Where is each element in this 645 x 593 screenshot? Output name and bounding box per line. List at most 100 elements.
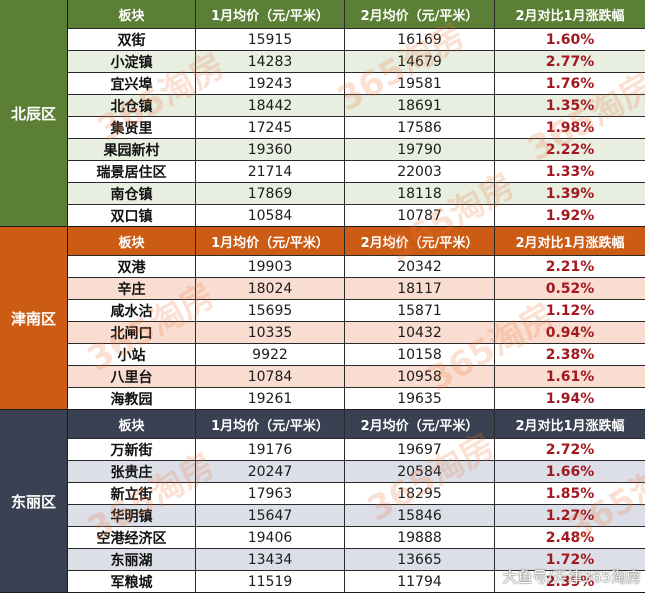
block-name: 集贤里 xyxy=(68,117,196,138)
jan-price: 15695 xyxy=(196,300,345,321)
jan-price: 19176 xyxy=(196,439,345,460)
block-name: 果园新村 xyxy=(68,139,196,160)
table-row: 果园新村 19360 19790 2.22% xyxy=(68,139,645,161)
col-header-change: 2月对比1月涨跌幅 xyxy=(495,227,645,255)
change-pct: 2.21% xyxy=(495,256,645,277)
section-jinnan: 津南区 板块 1月均价（元/平米） 2月均价（元/平米） 2月对比1月涨跌幅 双… xyxy=(0,227,645,410)
block-name: 瑞景居住区 xyxy=(68,161,196,182)
table-row: 海教园 19261 19635 1.94% xyxy=(68,388,645,409)
change-pct: 2.39% xyxy=(495,571,645,592)
feb-price: 18691 xyxy=(345,95,495,116)
block-name: 北闸口 xyxy=(68,322,196,343)
table-row: 八里台 10784 10958 1.61% xyxy=(68,366,645,388)
district-label: 津南区 xyxy=(0,227,68,409)
jan-price: 21714 xyxy=(196,161,345,182)
table-row: 华明镇 15647 15846 1.27% xyxy=(68,505,645,527)
block-name: 东丽湖 xyxy=(68,549,196,570)
feb-price: 13665 xyxy=(345,549,495,570)
col-header-change: 2月对比1月涨跌幅 xyxy=(495,0,645,28)
table-row: 双港 19903 20342 2.21% xyxy=(68,256,645,278)
table-row: 集贤里 17245 17586 1.98% xyxy=(68,117,645,139)
table-row: 空港经济区 19406 19888 2.48% xyxy=(68,527,645,549)
feb-price: 17586 xyxy=(345,117,495,138)
table-row: 辛庄 18024 18117 0.52% xyxy=(68,278,645,300)
feb-price: 18118 xyxy=(345,183,495,204)
change-pct: 1.60% xyxy=(495,29,645,50)
change-pct: 2.38% xyxy=(495,344,645,365)
jan-price: 18024 xyxy=(196,278,345,299)
jan-price: 15915 xyxy=(196,29,345,50)
feb-price: 16169 xyxy=(345,29,495,50)
jan-price: 18442 xyxy=(196,95,345,116)
jan-price: 17869 xyxy=(196,183,345,204)
col-header-feb: 2月均价（元/平米） xyxy=(345,410,495,438)
jan-price: 20247 xyxy=(196,461,345,482)
block-name: 空港经济区 xyxy=(68,527,196,548)
change-pct: 2.72% xyxy=(495,439,645,460)
change-pct: 1.98% xyxy=(495,117,645,138)
change-pct: 1.66% xyxy=(495,461,645,482)
table-row: 瑞景居住区 21714 22003 1.33% xyxy=(68,161,645,183)
change-pct: 1.27% xyxy=(495,505,645,526)
feb-price: 10432 xyxy=(345,322,495,343)
feb-price: 19790 xyxy=(345,139,495,160)
jan-price: 17245 xyxy=(196,117,345,138)
jan-price: 19406 xyxy=(196,527,345,548)
col-header-feb: 2月均价（元/平米） xyxy=(345,0,495,28)
feb-price: 18295 xyxy=(345,483,495,504)
block-name: 小淀镇 xyxy=(68,51,196,72)
block-name: 小站 xyxy=(68,344,196,365)
change-pct: 1.94% xyxy=(495,388,645,409)
header-row: 板块 1月均价（元/平米） 2月均价（元/平米） 2月对比1月涨跌幅 xyxy=(68,227,645,256)
block-name: 八里台 xyxy=(68,366,196,387)
col-header-jan: 1月均价（元/平米） xyxy=(196,227,345,255)
jan-price: 17963 xyxy=(196,483,345,504)
block-name: 南仓镇 xyxy=(68,183,196,204)
feb-price: 20342 xyxy=(345,256,495,277)
section-dongli: 东丽区 板块 1月均价（元/平米） 2月均价（元/平米） 2月对比1月涨跌幅 万… xyxy=(0,410,645,593)
change-pct: 1.61% xyxy=(495,366,645,387)
feb-price: 10158 xyxy=(345,344,495,365)
change-pct: 0.52% xyxy=(495,278,645,299)
jan-price: 19243 xyxy=(196,73,345,94)
block-name: 军粮城 xyxy=(68,571,196,592)
change-pct: 1.12% xyxy=(495,300,645,321)
table-row: 双街 15915 16169 1.60% xyxy=(68,29,645,51)
feb-price: 11794 xyxy=(345,571,495,592)
feb-price: 19635 xyxy=(345,388,495,409)
block-name: 辛庄 xyxy=(68,278,196,299)
jan-price: 10584 xyxy=(196,205,345,226)
col-header-jan: 1月均价（元/平米） xyxy=(196,0,345,28)
change-pct: 1.33% xyxy=(495,161,645,182)
block-name: 张贵庄 xyxy=(68,461,196,482)
jan-price: 9922 xyxy=(196,344,345,365)
change-pct: 0.94% xyxy=(495,322,645,343)
col-header-block: 板块 xyxy=(68,0,196,28)
feb-price: 22003 xyxy=(345,161,495,182)
feb-price: 19697 xyxy=(345,439,495,460)
change-pct: 1.76% xyxy=(495,73,645,94)
change-pct: 1.92% xyxy=(495,205,645,226)
jan-price: 15647 xyxy=(196,505,345,526)
feb-price: 19888 xyxy=(345,527,495,548)
jan-price: 10784 xyxy=(196,366,345,387)
col-header-block: 板块 xyxy=(68,227,196,255)
table-row: 北仓镇 18442 18691 1.35% xyxy=(68,95,645,117)
col-header-feb: 2月均价（元/平米） xyxy=(345,227,495,255)
change-pct: 2.77% xyxy=(495,51,645,72)
feb-price: 10787 xyxy=(345,205,495,226)
change-pct: 1.72% xyxy=(495,549,645,570)
block-name: 双港 xyxy=(68,256,196,277)
change-pct: 1.35% xyxy=(495,95,645,116)
table-row: 咸水沽 15695 15871 1.12% xyxy=(68,300,645,322)
jan-price: 14283 xyxy=(196,51,345,72)
table-row: 新立街 17963 18295 1.85% xyxy=(68,483,645,505)
header-row: 板块 1月均价（元/平米） 2月均价（元/平米） 2月对比1月涨跌幅 xyxy=(68,410,645,439)
jan-price: 10335 xyxy=(196,322,345,343)
block-name: 宜兴埠 xyxy=(68,73,196,94)
block-name: 万新街 xyxy=(68,439,196,460)
jan-price: 19261 xyxy=(196,388,345,409)
block-name: 咸水沽 xyxy=(68,300,196,321)
change-pct: 1.85% xyxy=(495,483,645,504)
